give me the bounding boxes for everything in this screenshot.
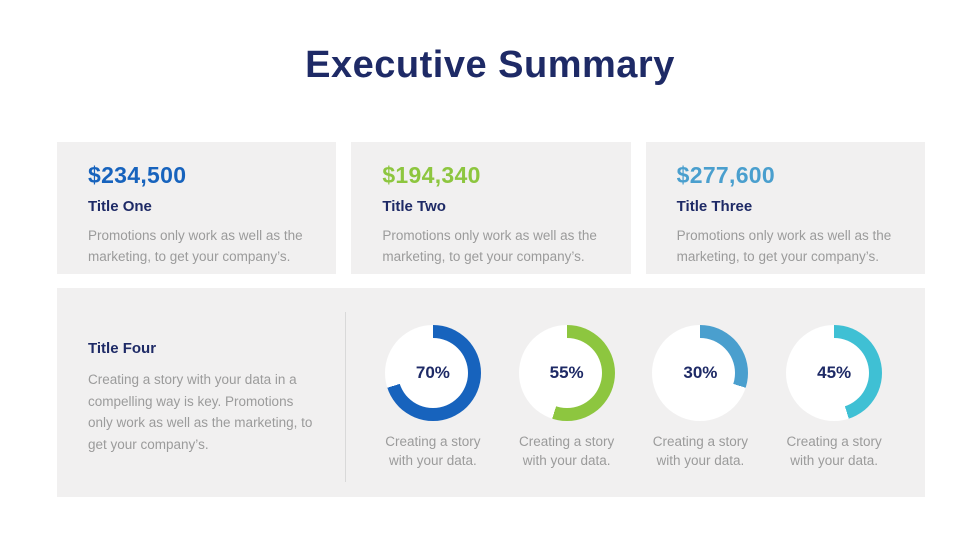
vertical-divider [345,312,346,482]
stat-card-two: $194,340 Title Two Promotions only work … [351,142,631,274]
donut-chart-4: 45% Creating a story with your data. [767,325,901,497]
donut-chart-1: 70% Creating a story with your data. [366,325,500,497]
donut-ring: 45% [786,325,883,421]
stat-card-one: $234,500 Title One Promotions only work … [57,142,337,274]
donut-chart-2: 55% Creating a story with your data. [500,325,634,497]
stat-title: Title Two [382,198,446,215]
stat-value: $277,600 [676,162,775,188]
donut-caption: Creating a story with your data. [786,434,882,468]
stat-cards-row: $234,500 Title One Promotions only work … [57,142,925,274]
donut-percent-label: 55% [549,363,584,382]
donut-caption: Creating a story with your data. [652,434,749,468]
donut-chart-3: 30% Creating a story with your data. [634,325,768,497]
stat-description: Promotions only work as well as the mark… [382,228,597,264]
summary-panel: Title Four Creating a story with your da… [57,288,925,497]
donut-ring: 55% [518,325,615,421]
stat-description: Promotions only work as well as the mark… [676,228,892,264]
donut-charts-row: 70% Creating a story with your data. 55%… [346,288,925,497]
donut-percent-label: 45% [817,363,852,382]
summary-description: Creating a story with your data in a com… [88,372,313,452]
stat-value: $194,340 [382,162,481,188]
donut-ring: 70% [384,325,481,421]
page-title: Executive Summary [305,44,675,86]
stat-value: $234,500 [88,162,187,188]
stat-title: Title One [88,198,152,215]
donut-caption: Creating a story with your data. [385,434,481,468]
summary-title: Title Four [88,340,157,357]
donut-percent-label: 70% [415,363,450,382]
stat-title: Title Three [676,198,753,215]
stat-description: Promotions only work as well as the mark… [88,228,303,264]
donut-ring: 30% [652,325,749,421]
donut-caption: Creating a story with your data. [518,434,615,468]
stat-card-three: $277,600 Title Three Promotions only wor… [645,142,925,274]
donut-percent-label: 30% [683,363,718,382]
summary-text-column: Title Four Creating a story with your da… [57,288,345,497]
